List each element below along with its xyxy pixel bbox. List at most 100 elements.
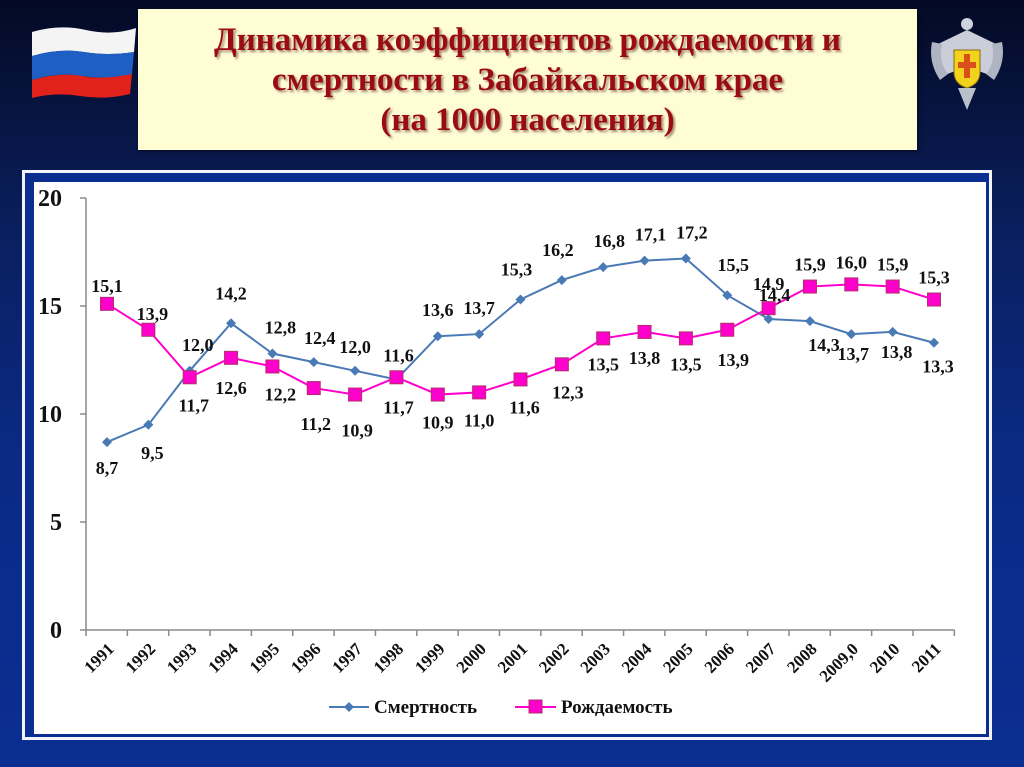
mortality-data-label: 16,8	[593, 231, 625, 251]
x-tick-label: 1996	[287, 639, 324, 676]
mortality-marker	[308, 357, 319, 368]
mortality-data-label: 13,8	[881, 342, 913, 362]
birth-rate-marker	[348, 387, 363, 402]
x-tick-label: 2000	[453, 639, 490, 676]
birth-rate-data-label: 15,1	[91, 276, 123, 296]
birth-rate-marker	[927, 292, 941, 307]
birth-rate-data-label: 11,2	[300, 414, 331, 434]
x-tick-label: 2009,0	[816, 639, 862, 685]
mortality-marker	[804, 316, 815, 327]
mortality-marker	[556, 275, 567, 286]
mortality-data-label: 9,5	[141, 443, 164, 463]
birth-rate-data-label: 13,5	[670, 354, 702, 374]
mortality-marker	[763, 313, 774, 324]
legend-birth-rate-label: Рождаемость	[561, 697, 673, 718]
mortality-marker	[846, 329, 857, 340]
x-tick-label: 1998	[370, 639, 407, 676]
mortality-marker	[722, 290, 733, 301]
birth-rate-marker	[844, 277, 859, 292]
x-tick-label: 1994	[204, 639, 242, 677]
russian-flag-icon	[30, 24, 136, 98]
birth-rate-marker	[306, 381, 321, 396]
legend-mortality-label: Смертность	[374, 697, 477, 718]
x-tick-label: 2004	[618, 639, 656, 677]
birth-rate-marker	[596, 331, 611, 346]
birth-rate-marker	[472, 385, 487, 400]
birth-rate-data-label: 15,9	[794, 255, 826, 275]
y-tick-label: 5	[50, 510, 62, 536]
mortality-data-label: 12,4	[304, 328, 336, 348]
title-banner: Динамика коэффициентов рождаемости и сме…	[138, 9, 917, 150]
x-tick-label: 1992	[122, 639, 159, 676]
birth-rate-data-label: 15,9	[877, 255, 909, 275]
x-tick-label: 1997	[328, 639, 366, 677]
birth-rate-data-label: 15,3	[918, 268, 950, 288]
birth-rate-data-label: 11,6	[509, 397, 540, 417]
x-tick-label: 1995	[246, 639, 283, 676]
mortality-data-label: 14,3	[808, 335, 840, 355]
mortality-marker	[680, 253, 691, 264]
mortality-marker	[598, 262, 609, 273]
x-tick-label: 1991	[80, 639, 117, 676]
mortality-data-label: 17,1	[635, 225, 667, 245]
mortality-data-label: 14,4	[759, 285, 791, 305]
mortality-marker	[639, 255, 650, 266]
mortality-marker	[432, 331, 443, 342]
birth-rate-data-label: 12,3	[552, 382, 584, 402]
birth-rate-data-label: 16,0	[836, 252, 868, 272]
birth-rate-data-label: 12,6	[215, 378, 247, 398]
x-tick-label: 1999	[411, 639, 448, 676]
y-tick-label: 10	[38, 402, 62, 428]
mortality-marker	[929, 337, 939, 348]
mortality-data-label: 12,0	[182, 335, 214, 355]
y-tick-label: 15	[38, 294, 62, 320]
birth-rate-data-label: 13,5	[587, 354, 619, 374]
mortality-marker	[474, 329, 485, 340]
mortality-data-label: 12,8	[265, 318, 297, 338]
x-tick-label: 2002	[535, 639, 572, 676]
x-tick-label: 2005	[659, 639, 696, 676]
birth-rate-data-label: 10,9	[341, 421, 373, 441]
y-tick-label: 0	[50, 618, 62, 644]
mortality-marker	[515, 294, 526, 305]
mortality-data-label: 11,6	[383, 345, 414, 365]
rospotrebnadzor-emblem-icon	[928, 14, 1006, 114]
birth-rate-marker	[224, 350, 239, 365]
x-tick-label: 2001	[494, 639, 531, 676]
chart-area	[34, 182, 986, 734]
birth-rate-marker	[554, 357, 569, 372]
x-tick-label: 2010	[866, 639, 903, 676]
birth-rate-marker	[885, 279, 900, 294]
birth-rate-data-label: 13,8	[629, 348, 661, 368]
mortality-data-label: 8,7	[96, 458, 119, 478]
mortality-marker	[887, 326, 898, 337]
x-tick-label: 2011	[908, 639, 945, 676]
birth-rate-marker	[265, 359, 280, 374]
birth-rate-data-label: 14,9	[753, 274, 785, 294]
birth-rate-marker	[182, 370, 197, 385]
mortality-marker	[102, 437, 112, 448]
birth-rate-marker	[141, 322, 156, 337]
x-tick-label: 2007	[742, 639, 780, 677]
birth-rate-marker	[100, 296, 114, 311]
birth-rate-marker	[513, 372, 528, 387]
title-line-2: смертности в Забайкальском крае	[271, 61, 784, 98]
mortality-marker	[226, 318, 237, 329]
title-line-3: (на 1000 населения)	[380, 101, 675, 138]
birth-rate-data-label: 11,0	[464, 410, 495, 430]
mortality-data-label: 13,7	[838, 344, 870, 364]
birth-rate-marker	[802, 279, 817, 294]
mortality-data-label: 13,6	[422, 300, 454, 320]
birth-rate-marker	[678, 331, 693, 346]
birth-rate-data-label: 11,7	[178, 395, 209, 415]
birth-rate-marker	[389, 370, 404, 385]
mortality-data-label: 15,3	[501, 260, 533, 280]
birth-rate-data-label: 12,2	[265, 384, 297, 404]
x-tick-label: 1993	[163, 639, 200, 676]
mortality-data-label: 13,3	[922, 357, 954, 377]
birth-rate-data-label: 11,7	[383, 397, 414, 417]
birth-rate-data-label: 13,9	[137, 304, 169, 324]
mortality-data-label: 15,5	[718, 255, 750, 275]
mortality-marker	[267, 348, 278, 359]
